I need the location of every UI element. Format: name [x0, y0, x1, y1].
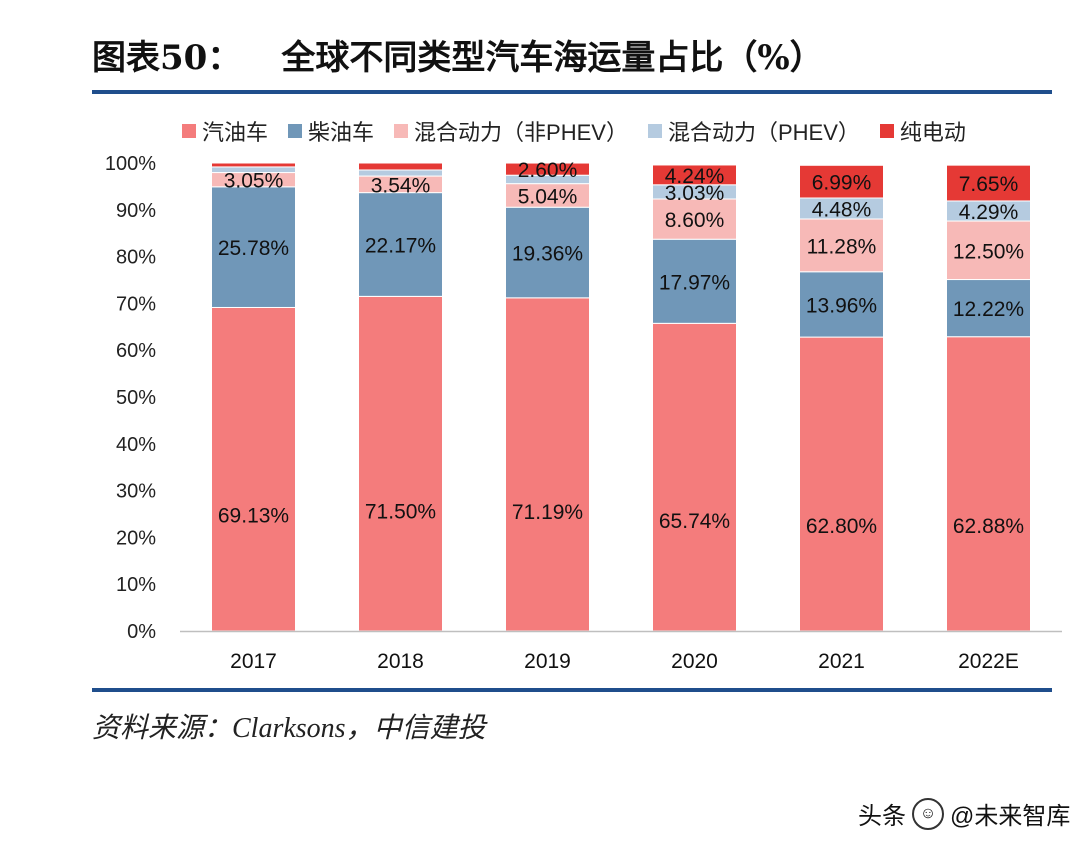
bar-segment [505, 206, 590, 299]
legend-label: 混合动力（PHEV） [667, 120, 860, 145]
y-tick-label: 30% [116, 481, 156, 503]
bar-segment [652, 322, 737, 632]
data-label: 2.60% [518, 159, 578, 182]
source-note: 资料来源：Clarksons，中信建投 [92, 713, 486, 744]
y-tick-label: 70% [116, 293, 156, 315]
bar-segment [211, 166, 296, 174]
top-divider [92, 90, 1052, 94]
bar-segment [946, 220, 1031, 281]
x-tick-label: 2022E [958, 650, 1019, 673]
x-tick-label: 2018 [377, 650, 424, 673]
x-tick-label: 2019 [524, 650, 571, 673]
legend-item: 纯电动 [879, 115, 966, 147]
figure-label: 图表50： [92, 38, 242, 78]
legend-item: 柴油车 [288, 115, 374, 147]
bar-segment [799, 218, 884, 273]
y-tick-label: 100% [105, 153, 156, 175]
chart-title: 图表50： 全球不同类型汽车海运量占比（%） [92, 30, 1052, 79]
legend-swatch [182, 124, 196, 138]
chart-legend: 汽油车 柴油车 混合动力（非PHEV） 混合动力（PHEV） 纯电动 [182, 114, 986, 148]
legend-label: 汽油车 [202, 120, 269, 145]
data-label: 4.24% [665, 165, 725, 188]
y-tick-label: 20% [116, 527, 156, 549]
bar-stack: 71.50% 22.17% 3.54% [358, 162, 443, 632]
data-label: 7.65% [959, 173, 1019, 196]
data-label: 11.28% [807, 235, 877, 258]
data-label: 4.48% [812, 198, 872, 221]
legend-label: 柴油车 [308, 120, 375, 145]
watermark: 头条 ☺ @未来智库 [858, 796, 1070, 831]
y-tick-label: 10% [116, 574, 156, 596]
x-tick-label: 2020 [671, 650, 718, 673]
data-label: 71.50% [365, 501, 436, 524]
bar-segment [946, 279, 1031, 338]
bar-segment [358, 162, 443, 171]
data-label: 3.03% [665, 182, 725, 205]
data-label: 22.17% [365, 235, 436, 258]
y-tick-label: 0% [127, 621, 156, 643]
bar-stack: 71.19% 19.36% 5.04% 2.60% [505, 159, 590, 632]
data-label: 62.88% [953, 515, 1024, 538]
y-tick-label: 40% [116, 434, 156, 456]
watermark-name: @未来智库 [950, 803, 1071, 830]
y-tick-label: 90% [116, 200, 156, 222]
legend-label: 纯电动 [899, 120, 966, 145]
legend-swatch [879, 124, 894, 138]
watermark-prefix: 头条 [858, 803, 906, 830]
legend-swatch [288, 124, 303, 138]
bar-stack: 62.80% 13.96% 11.28% 4.48% 6.99% [799, 164, 884, 632]
data-label: 6.99% [812, 172, 872, 195]
bar-segment [799, 336, 884, 632]
bottom-divider [92, 688, 1052, 692]
bar-segment [652, 164, 737, 186]
wechat-icon: ☺ [912, 797, 944, 830]
x-tick-label: 2017 [230, 650, 277, 673]
data-label: 65.74% [659, 510, 730, 533]
bar-segment [799, 271, 884, 338]
bar-segment [211, 306, 296, 632]
bar-segment [505, 297, 590, 632]
y-tick-label: 60% [116, 340, 156, 362]
legend-swatch [647, 124, 662, 138]
legend-item: 汽油车 [182, 115, 268, 147]
y-tick-label: 80% [116, 247, 156, 269]
data-label: 8.60% [665, 209, 725, 232]
bar-stack: 65.74% 17.97% 8.60% 3.03%4.24% [652, 164, 737, 632]
figure-title: 全球不同类型汽车海运量占比（%） [281, 38, 824, 78]
stacked-bar-chart: 0% 10% 20% 30% 40% 50% 60% 70% 80% 90% 100% 69.13% 2… [105, 153, 1062, 673]
data-label: 5.04% [518, 185, 578, 208]
bar-stack: 62.88% 12.22% 12.50% 4.29% 7.65% [946, 164, 1031, 632]
legend-item: 混合动力（PHEV） [647, 115, 860, 147]
y-tick-label: 50% [116, 387, 156, 409]
data-label: 12.22% [953, 298, 1024, 321]
data-label: 12.50% [953, 240, 1024, 263]
bar-segment [946, 336, 1031, 632]
bar-segment [652, 198, 737, 240]
data-label: 13.96% [806, 294, 877, 317]
data-label: 3.05% [224, 170, 284, 193]
legend-label: 混合动力（非PHEV） [414, 120, 628, 145]
bar-segment [799, 164, 884, 199]
data-label: 62.80% [806, 515, 877, 538]
bar-segment [505, 162, 590, 176]
bar-stack: 69.13% 25.78% 3.05% [211, 162, 296, 632]
legend-swatch [394, 124, 409, 138]
data-label: 71.19% [512, 501, 583, 524]
data-label: 3.54% [371, 174, 431, 197]
data-label: 69.13% [218, 505, 289, 528]
bar-segment [946, 164, 1031, 202]
data-label: 19.36% [512, 243, 583, 266]
x-tick-label: 2021 [818, 650, 865, 673]
data-label: 17.97% [659, 271, 730, 294]
data-label: 25.78% [218, 237, 289, 260]
bar-segment [358, 169, 443, 177]
bar-segment [211, 162, 296, 168]
data-label: 4.29% [959, 201, 1019, 224]
legend-item: 混合动力（非PHEV） [394, 115, 628, 147]
bar-segment [358, 295, 443, 632]
bar-segment [358, 192, 443, 297]
